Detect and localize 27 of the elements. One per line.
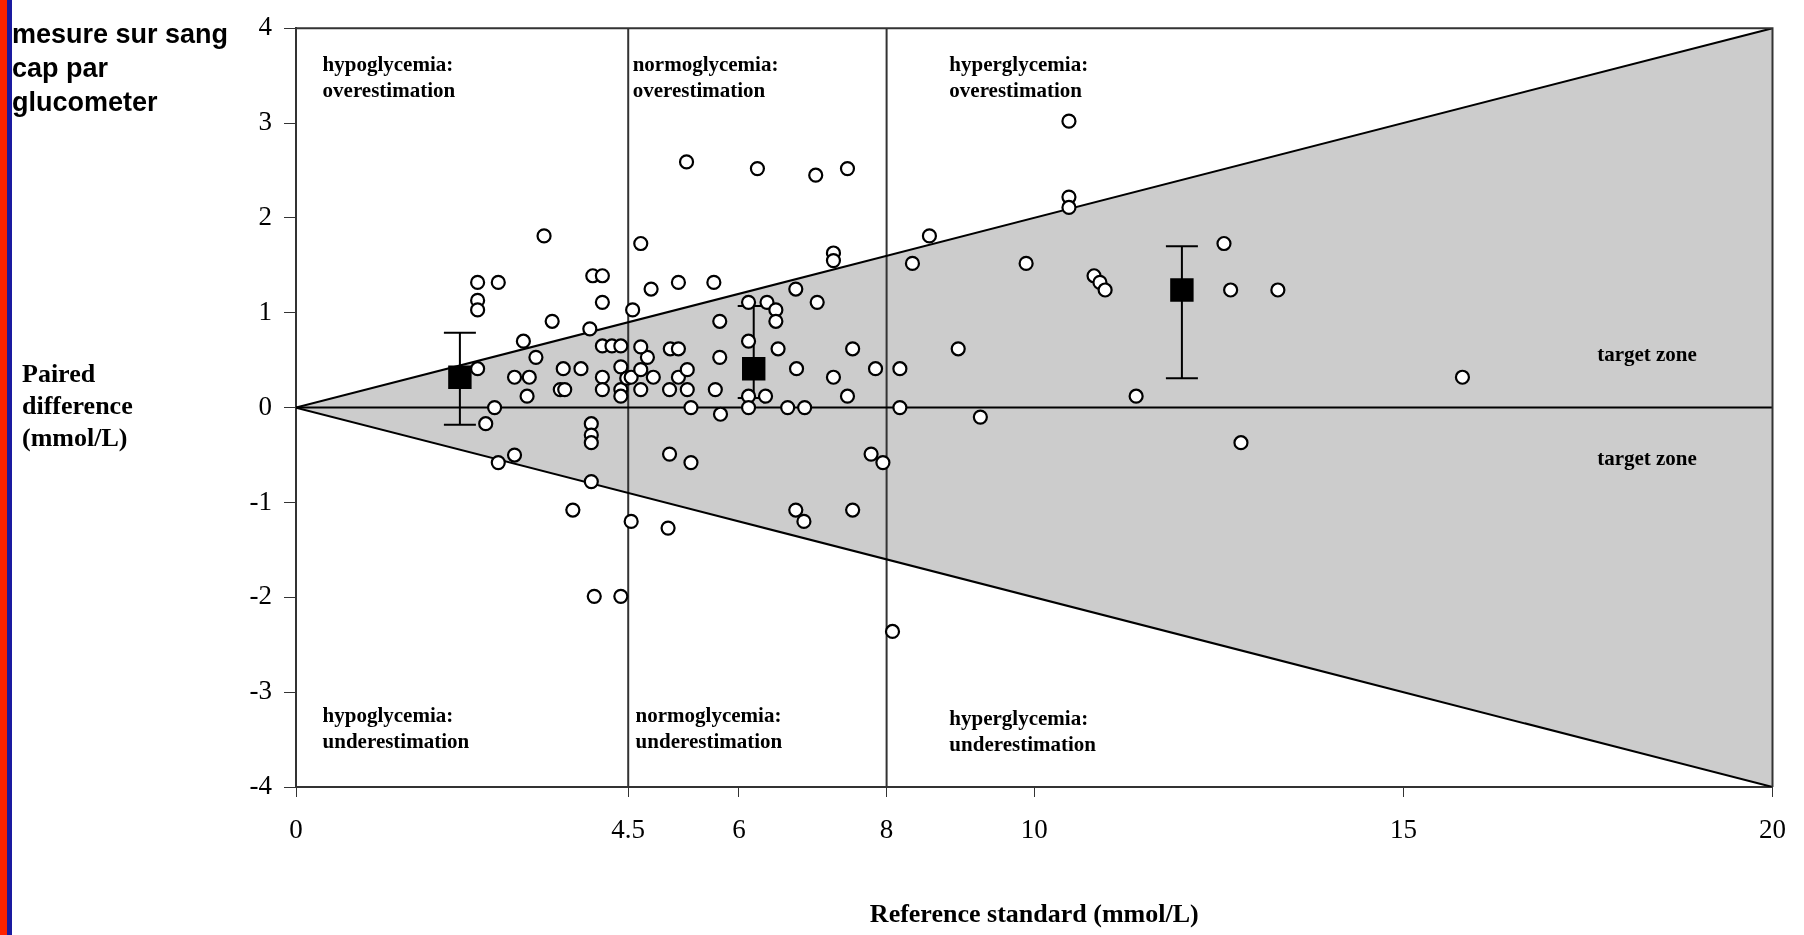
y-tick-label: -2 bbox=[249, 580, 272, 611]
y-tick-label: 2 bbox=[258, 200, 272, 231]
annotation: hyperglycemia: overestimation bbox=[949, 51, 1089, 102]
y-tick-label: 3 bbox=[258, 106, 272, 137]
x-axis-title: Reference standard (mmol/L) bbox=[869, 899, 1199, 929]
annotation: normoglycemia: underestimation bbox=[635, 703, 783, 754]
y-tick-label: 4 bbox=[258, 11, 273, 42]
y-tick-label: 0 bbox=[258, 390, 272, 421]
x-tick-label: 6 bbox=[732, 814, 746, 845]
y-tick-label: -1 bbox=[249, 485, 272, 516]
annotation: target zone bbox=[1597, 446, 1697, 471]
annotation: hypoglycemia: underestimation bbox=[322, 703, 470, 754]
annotation: target zone bbox=[1597, 341, 1697, 366]
x-tick-label: 0 bbox=[289, 814, 303, 845]
annotation: hyperglycemia: underestimation bbox=[949, 706, 1097, 757]
text: mesure sur sang cap par glucometer bbox=[12, 18, 229, 117]
y-tick-label: -4 bbox=[249, 770, 273, 801]
x-tick-label: 20 bbox=[1759, 814, 1786, 845]
y-tick-label: 1 bbox=[258, 295, 272, 326]
annotation: hypoglycemia: overestimation bbox=[322, 51, 456, 102]
x-tick-label: 10 bbox=[1020, 814, 1048, 845]
x-tick-label: 8 bbox=[879, 814, 894, 845]
y-tick-label: -3 bbox=[249, 675, 272, 706]
x-tick-label: 4.5 bbox=[611, 814, 646, 845]
x-tick-label: 15 bbox=[1389, 814, 1417, 845]
annotation: normoglycemia: overestimation bbox=[632, 51, 779, 102]
y-axis-title: Paired difference (mmol/L) bbox=[22, 359, 133, 453]
